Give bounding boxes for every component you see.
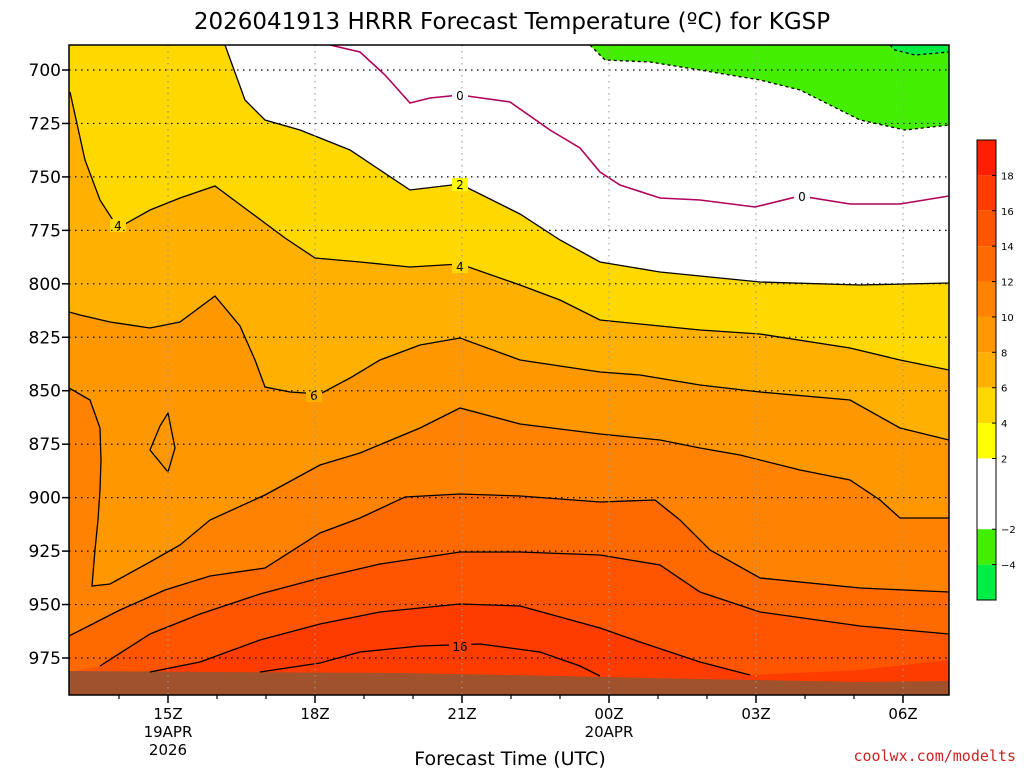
y-tick-label: 800 — [29, 275, 61, 295]
colorbar-label: 10 — [1001, 313, 1014, 324]
contour-label: 4 — [456, 260, 464, 274]
contour-label-bg — [452, 260, 468, 273]
colorbar-band — [977, 423, 996, 459]
y-tick-label: 975 — [29, 649, 61, 669]
credit-text: coolwx.com/modelts — [853, 747, 1016, 765]
x-tick-label: 18Z — [300, 705, 329, 723]
y-axis: 700 725 750 775 800 825 850 875 900 925 950 975 — [29, 61, 69, 669]
y-tick-label: 900 — [29, 489, 61, 509]
colorbar-band — [977, 529, 996, 565]
plot-frame — [68, 44, 950, 696]
y-tick-label: 850 — [29, 382, 61, 402]
contour-line — [99, 551, 949, 667]
colorbar-label: 12 — [1001, 278, 1014, 289]
colorbar-label: 14 — [1001, 242, 1014, 253]
contour-line — [69, 387, 949, 587]
chart-title: 2026041913 HRRR Forecast Temperature (ºC… — [194, 9, 830, 35]
contour-line — [69, 493, 949, 637]
contour-line — [889, 45, 949, 56]
x-tick-date: 19APR — [144, 723, 193, 741]
x-tick-label: 15Z — [153, 705, 182, 723]
y-tick-label: 950 — [29, 596, 61, 616]
colorbar-band — [977, 175, 996, 211]
y-tick-label: 875 — [29, 435, 61, 455]
y-tick-label: 750 — [29, 168, 61, 188]
x-tick-label: 21Z — [447, 705, 476, 723]
colorbar-band — [977, 458, 996, 530]
colorbar-band — [977, 140, 996, 176]
colorbar: 18 16 14 12 10 8 6 4 2 −2 −4 — [976, 139, 1016, 601]
contour-label: 0 — [798, 190, 806, 204]
y-tick-label: 725 — [29, 114, 61, 134]
colorbar-label: 8 — [1001, 348, 1007, 359]
contour-label-bg — [306, 389, 322, 402]
colorbar-band — [977, 352, 996, 388]
colorbar-label: 18 — [1001, 171, 1014, 182]
colorbar-label: −2 — [1001, 525, 1016, 536]
y-tick-label: 825 — [29, 328, 61, 348]
contour-label-bg — [794, 190, 810, 203]
contour-label-bg — [452, 178, 468, 191]
colorbar-label: 16 — [1001, 207, 1014, 218]
contour-label-bg — [110, 219, 126, 232]
contour-line — [69, 295, 949, 441]
x-tick-label: 00Z — [594, 705, 623, 723]
contour-line — [69, 91, 949, 371]
colorbar-band — [977, 281, 996, 317]
contour-label-bg — [449, 640, 471, 653]
x-tick-label: 03Z — [741, 705, 770, 723]
plot-area: 0 0 2 4 4 6 16 — [69, 45, 949, 695]
band-fill-0 — [225, 45, 949, 285]
y-tick-label: 775 — [29, 221, 61, 241]
y-tick-label: 700 — [29, 61, 61, 81]
contour-label: 2 — [456, 178, 464, 192]
y-tick-label: 925 — [29, 542, 61, 562]
x-tick-label: 06Z — [888, 705, 917, 723]
colorbar-label: 4 — [1001, 419, 1007, 430]
colorbar-label: −4 — [1001, 561, 1016, 572]
colorbar-frame — [976, 139, 997, 601]
x-tick-year: 2026 — [149, 741, 187, 759]
colorbar-band — [977, 246, 996, 282]
grid — [69, 45, 949, 695]
ground — [69, 671, 949, 695]
contour-label: 16 — [452, 640, 467, 654]
x-axis-label: Forecast Time (UTC) — [414, 748, 605, 768]
contour-label: 6 — [310, 389, 318, 403]
colorbar-band — [977, 210, 996, 247]
contour-label: 4 — [114, 219, 122, 233]
colorbar-band — [977, 387, 996, 424]
colorbar-label: 2 — [1001, 454, 1007, 465]
x-tick-date: 20APR — [585, 723, 634, 741]
colorbar-band — [977, 316, 996, 353]
contour-line — [589, 45, 949, 131]
contour-line — [149, 411, 176, 474]
contour-label: 0 — [456, 89, 464, 103]
colorbar-label: 6 — [1001, 384, 1007, 395]
colorbar-band — [977, 564, 996, 600]
band-fill-minus4 — [890, 45, 949, 55]
contour-label-bg — [452, 89, 468, 102]
